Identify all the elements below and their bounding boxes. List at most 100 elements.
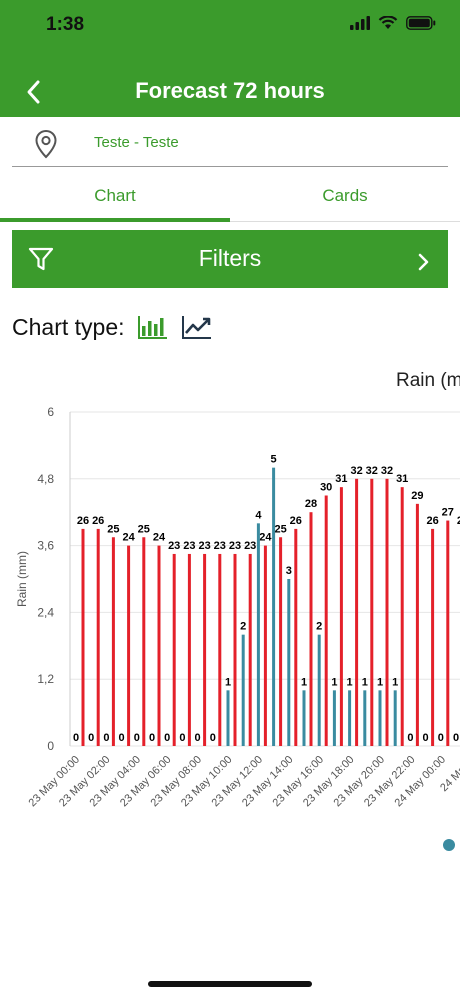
bar-data-label: 1 — [225, 676, 231, 688]
rain-bar-red — [309, 512, 313, 746]
rain-bar-red — [400, 487, 404, 746]
tab-cards[interactable]: Cards — [322, 186, 368, 205]
rain-bar-red — [279, 537, 283, 746]
location-name: Teste - Teste — [94, 134, 179, 151]
bar-data-label: 0 — [164, 732, 170, 744]
bar-data-label: 1 — [377, 676, 383, 688]
bar-data-label: 0 — [103, 732, 109, 744]
bar-data-label: 0 — [134, 732, 140, 744]
bar-data-label: 23 — [198, 540, 210, 552]
bar-data-label: 1 — [362, 676, 368, 688]
bar-data-label: 0 — [179, 732, 185, 744]
rain-bar-blue — [317, 634, 321, 746]
bar-data-label: 0 — [119, 732, 125, 744]
bar-data-label: 0 — [453, 732, 459, 744]
status-time: 1:38 — [46, 14, 85, 35]
bar-data-label: 1 — [331, 676, 337, 688]
rain-bar-red — [142, 537, 146, 746]
bar-data-label: 0 — [210, 732, 216, 744]
bar-data-label: 4 — [255, 509, 262, 521]
bar-data-label: 1 — [301, 676, 307, 688]
y-tick-label: 4,8 — [37, 472, 54, 486]
bar-data-label: 0 — [438, 732, 444, 744]
bar-data-label: 23 — [214, 540, 226, 552]
tab-bar: Chart Cards — [0, 168, 460, 223]
bar-data-label: 25 — [138, 523, 150, 535]
rain-bar-red — [81, 528, 85, 746]
filters-label: Filters — [198, 245, 262, 271]
bar-data-label: 31 — [335, 473, 347, 485]
bar-data-label: 28 — [305, 498, 317, 510]
bar-data-label: 24 — [153, 532, 166, 544]
y-tick-label: 2,4 — [37, 605, 54, 619]
location-divider — [12, 166, 448, 167]
legend-marker — [443, 839, 455, 851]
rain-bar-red — [431, 528, 435, 746]
rain-bar-red — [355, 478, 359, 746]
rain-bar-red — [385, 478, 389, 746]
back-chevron-icon[interactable] — [22, 78, 46, 106]
rain-bar-red — [172, 553, 176, 746]
app-header: 1:38 Forecast 72 hours — [0, 0, 460, 117]
rain-bar-red — [127, 545, 131, 746]
bar-data-label: 32 — [366, 465, 378, 477]
rain-bar-blue — [378, 690, 382, 746]
bar-data-label: 24 — [122, 532, 135, 544]
bar-data-label: 24 — [259, 532, 272, 544]
y-tick-label: 1,2 — [37, 672, 54, 686]
y-tick-label: 3,6 — [37, 539, 54, 553]
rain-bar-blue — [363, 690, 367, 746]
line-chart-icon[interactable] — [181, 313, 213, 341]
chart-type-row: Chart type: — [12, 312, 213, 342]
bar-data-label: 2 — [240, 621, 246, 633]
chevron-right-icon — [418, 253, 429, 271]
bar-data-label: 23 — [244, 540, 256, 552]
filters-button[interactable]: Filters — [12, 230, 448, 288]
bar-data-label: 26 — [426, 515, 438, 527]
bar-data-label: 23 — [168, 540, 180, 552]
bar-data-label: 27 — [442, 507, 454, 519]
y-tick-label: 0 — [47, 739, 54, 753]
tab-divider — [230, 221, 460, 222]
rain-bar-red — [339, 487, 343, 746]
bar-data-label: 0 — [88, 732, 94, 744]
map-pin-icon — [35, 129, 57, 159]
y-axis-title: Rain (mm) — [15, 551, 29, 607]
bar-data-label: 32 — [381, 465, 393, 477]
bar-chart-icon[interactable] — [137, 313, 169, 341]
rain-bar-blue — [241, 634, 245, 746]
bar-data-label: 0 — [73, 732, 79, 744]
rain-bar-blue — [256, 523, 260, 746]
status-icons — [350, 16, 436, 30]
bar-data-label: 26 — [457, 515, 460, 527]
rain-bar-blue — [393, 690, 397, 746]
bar-data-label: 3 — [286, 565, 292, 577]
bar-data-label: 30 — [320, 482, 332, 494]
rain-bar-red — [203, 553, 207, 746]
bar-data-label: 25 — [274, 523, 286, 535]
rain-bar-blue — [302, 690, 306, 746]
location-row[interactable]: Teste - Teste — [0, 117, 460, 167]
bar-data-label: 29 — [411, 490, 423, 502]
bar-data-label: 0 — [423, 732, 429, 744]
rain-bar-blue — [287, 579, 291, 746]
rain-bar-red — [157, 545, 161, 746]
rain-bar-red — [324, 495, 328, 746]
rain-bar-red — [111, 537, 115, 746]
page-title: Forecast 72 hours — [135, 78, 325, 103]
bar-data-label: 0 — [149, 732, 155, 744]
rain-bar-red — [446, 520, 450, 746]
bar-data-label: 0 — [407, 732, 413, 744]
bar-data-label: 1 — [392, 676, 398, 688]
bar-data-label: 5 — [271, 454, 277, 466]
rain-bar-blue — [348, 690, 352, 746]
rain-bar-red — [248, 553, 252, 746]
bar-data-label: 1 — [347, 676, 353, 688]
bar-data-label: 26 — [77, 515, 89, 527]
tab-chart[interactable]: Chart — [94, 186, 136, 205]
bar-data-label: 32 — [350, 465, 362, 477]
rain-bar-red — [415, 503, 419, 746]
signal-icon — [350, 16, 370, 30]
